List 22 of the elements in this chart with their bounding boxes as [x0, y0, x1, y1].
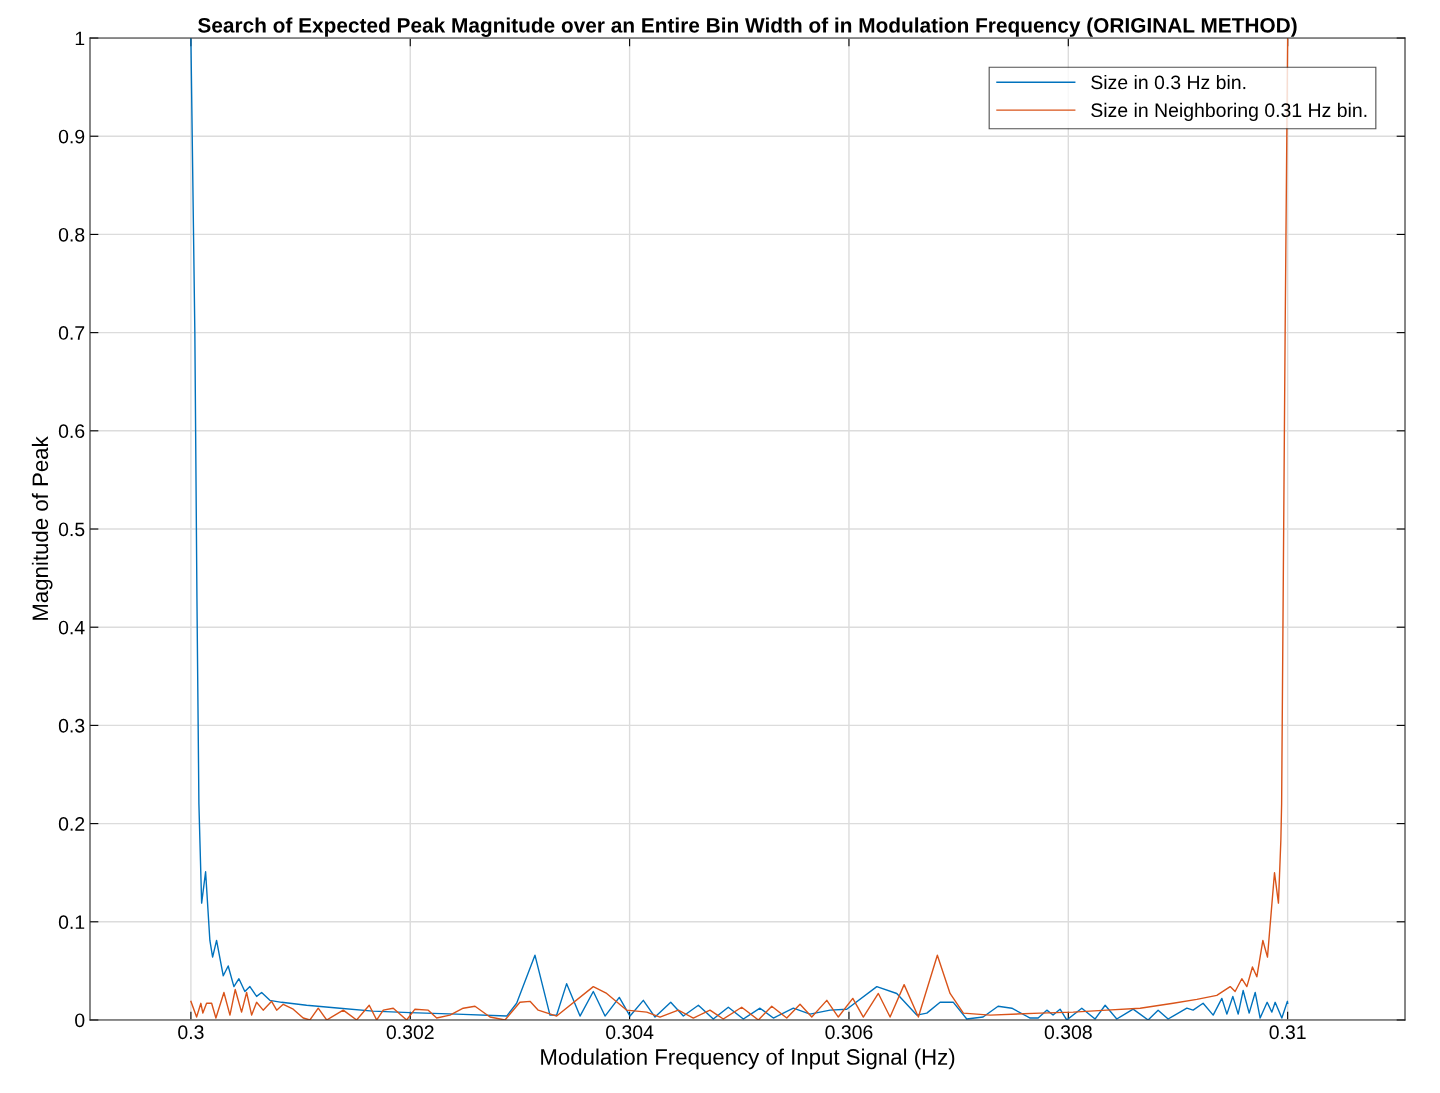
x-tick-label: 0.304: [606, 1025, 654, 1040]
y-tick-label: 0.2: [58, 817, 85, 831]
y-tick-label: 0.1: [58, 915, 85, 930]
x-tick-label: 0.31: [1269, 1025, 1306, 1040]
legend-label: Size in Neighboring 0.31 Hz bin.: [1091, 102, 1367, 121]
chart-title: Search of Expected Peak Magnitude over an Entire Bin Width of in Modulation Frequency (ORIGINAL METHOD): [198, 17, 1297, 37]
x-tick-label: 0.3: [178, 1025, 204, 1040]
y-tick-label: 0.5: [58, 522, 85, 537]
x-tick-label: 0.306: [825, 1025, 873, 1040]
x-tick-label: 0.308: [1044, 1025, 1092, 1040]
y-tick-label: 0: [75, 1013, 85, 1028]
y-axis-title: Magnitude of Peak: [31, 436, 53, 620]
y-tick-label: 0.6: [58, 424, 85, 439]
y-tick-label: 0.9: [58, 129, 85, 144]
legend-label: Size in 0.3 Hz bin.: [1091, 74, 1246, 90]
y-tick-label: 0.7: [58, 326, 85, 340]
y-tick-label: 1: [75, 31, 85, 46]
y-tick-label: 0.8: [58, 227, 85, 242]
y-tick-label: 0.4: [58, 620, 85, 635]
x-tick-label: 0.302: [386, 1025, 434, 1040]
y-tick-label: 0.3: [58, 718, 85, 733]
x-axis-title: Modulation Frequency of Input Signal (Hz): [541, 1048, 955, 1070]
